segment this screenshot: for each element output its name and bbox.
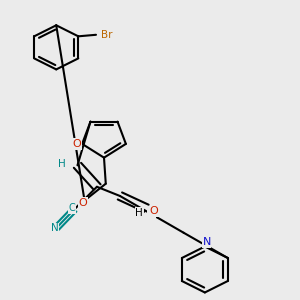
Text: O: O xyxy=(149,206,158,216)
Text: H: H xyxy=(135,208,143,218)
Text: C: C xyxy=(69,203,76,213)
Text: N: N xyxy=(51,223,58,233)
Text: Br: Br xyxy=(101,30,112,40)
Text: O: O xyxy=(72,139,81,149)
Text: N: N xyxy=(202,237,211,247)
Text: N: N xyxy=(148,208,156,218)
Text: O: O xyxy=(78,198,87,208)
Text: H: H xyxy=(58,159,65,169)
